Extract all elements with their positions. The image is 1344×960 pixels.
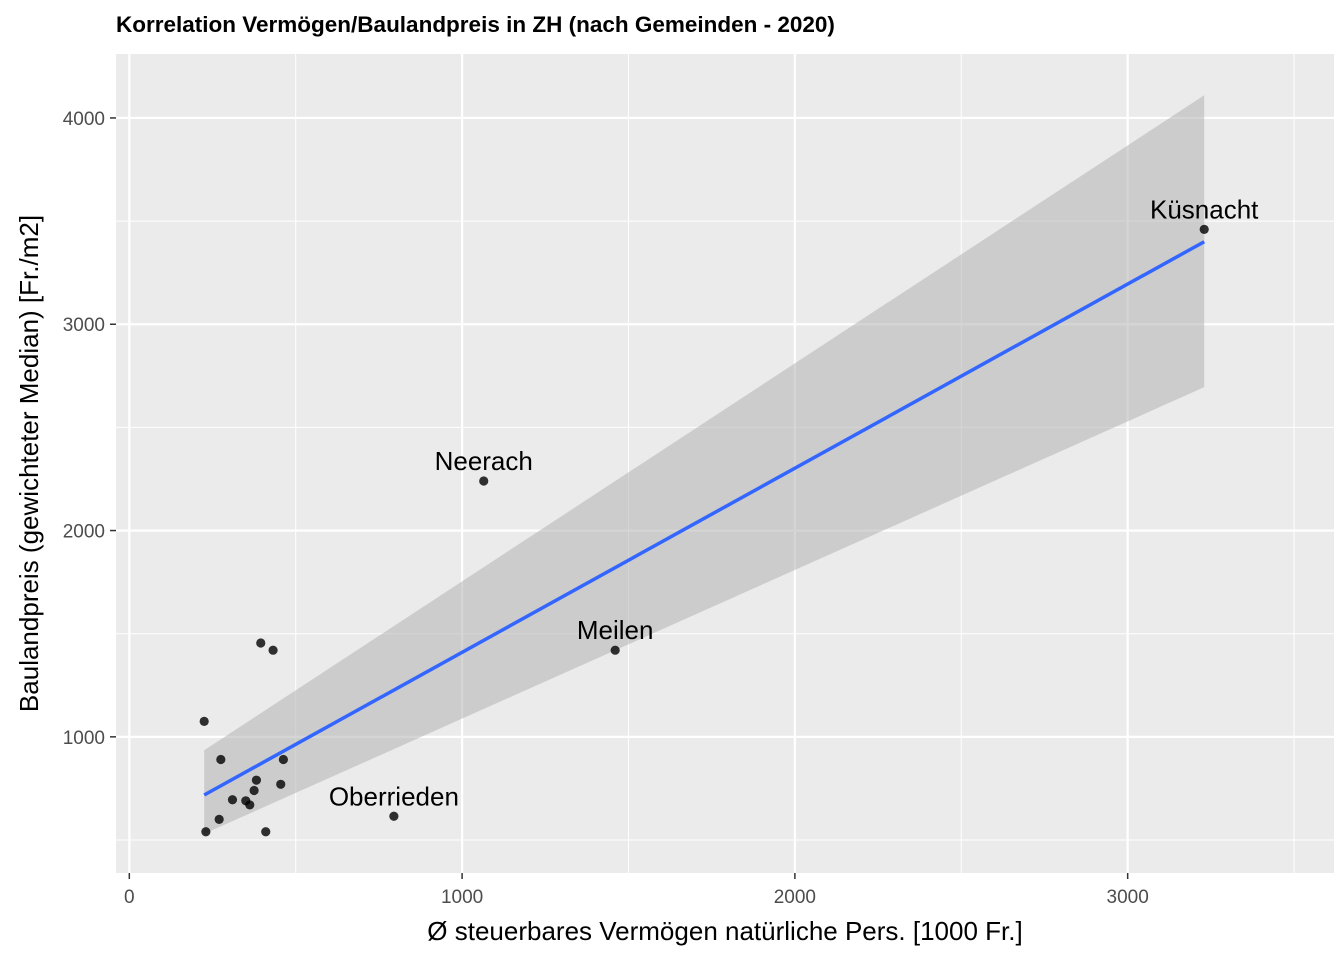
data-point (268, 645, 278, 655)
data-point (261, 827, 271, 837)
x-tick-label: 2000 (774, 887, 816, 908)
data-point (276, 779, 286, 789)
data-point (1199, 224, 1209, 234)
confidence-band (204, 95, 1205, 834)
chart-title: Korrelation Vermögen/Baulandpreis in ZH … (116, 12, 835, 37)
data-points (199, 224, 1209, 837)
data-point (251, 775, 262, 785)
y-tick-label: 2000 (63, 522, 105, 543)
point-label: Meilen (577, 615, 654, 645)
data-point (227, 795, 238, 805)
x-axis-label: Ø steuerbares Vermögen natürliche Pers. … (427, 916, 1022, 946)
y-tick-label: 4000 (63, 109, 105, 130)
x-tick-label: 1000 (441, 887, 483, 908)
x-axis: 0 1000 2000 3000 (124, 873, 1149, 908)
data-point (389, 811, 399, 821)
data-point (479, 476, 489, 486)
data-point (214, 814, 224, 824)
data-point (256, 638, 266, 648)
data-point (199, 716, 209, 726)
y-tick-label: 3000 (63, 315, 105, 336)
data-point (610, 645, 620, 655)
regression-line (203, 240, 1206, 797)
data-point (245, 800, 255, 810)
y-axis: 1000 2000 3000 4000 (63, 109, 116, 749)
x-tick-label: 0 (124, 887, 135, 908)
data-point (278, 754, 288, 765)
data-point (201, 827, 211, 837)
x-tick-label: 3000 (1107, 887, 1149, 908)
data-point (249, 785, 259, 796)
point-labels: Oberrieden Neerach Meilen Küsnacht (329, 194, 1259, 811)
data-point (216, 754, 226, 765)
point-label: Neerach (435, 446, 533, 476)
point-label: Küsnacht (1150, 194, 1259, 224)
point-label: Oberrieden (329, 781, 459, 811)
y-axis-label: Baulandpreis (gewichteter Median) [Fr./m… (14, 215, 44, 712)
y-tick-label: 1000 (63, 728, 105, 749)
